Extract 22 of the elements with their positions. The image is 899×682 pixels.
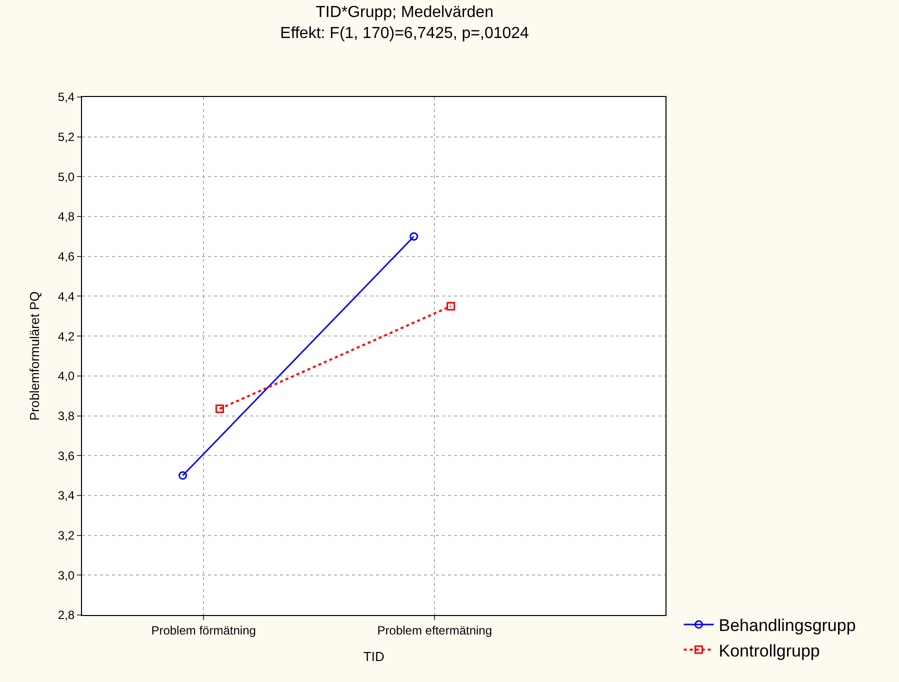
y-tick-label: 5,4 <box>58 90 75 104</box>
y-tick-label: 2,8 <box>58 608 75 622</box>
y-tick-label: 3,4 <box>58 488 75 503</box>
y-tick-label: 4,8 <box>58 210 75 224</box>
chart-subtitle: Effekt: F(1, 170)=6,7425, p=,01024 <box>280 24 530 42</box>
y-tick-label: 4,2 <box>58 329 75 344</box>
x-tick-label: Problem eftermätning <box>377 623 492 638</box>
x-tick-label: Problem förmätning <box>151 623 256 638</box>
y-tick-label: 5,0 <box>58 170 75 184</box>
y-tick-label: 4,4 <box>58 289 75 304</box>
x-axis-title: TID <box>363 649 384 664</box>
y-tick-label: 3,0 <box>58 568 75 582</box>
y-tick-label: 3,6 <box>58 448 75 463</box>
y-tick-label: 3,8 <box>58 408 75 423</box>
legend-label: Behandlingsgrupp <box>718 616 856 636</box>
chart-title: TID*Grupp; Medelvärden <box>316 4 494 22</box>
y-tick-label: 4,6 <box>58 250 75 264</box>
legend-label: Kontrollgrupp <box>718 641 820 660</box>
y-tick-label: 3,2 <box>58 528 75 543</box>
y-tick-label: 4,0 <box>58 369 75 384</box>
y-tick-label: 5,2 <box>58 130 75 144</box>
y-axis-title: Problemformuläret PQ <box>26 291 42 421</box>
